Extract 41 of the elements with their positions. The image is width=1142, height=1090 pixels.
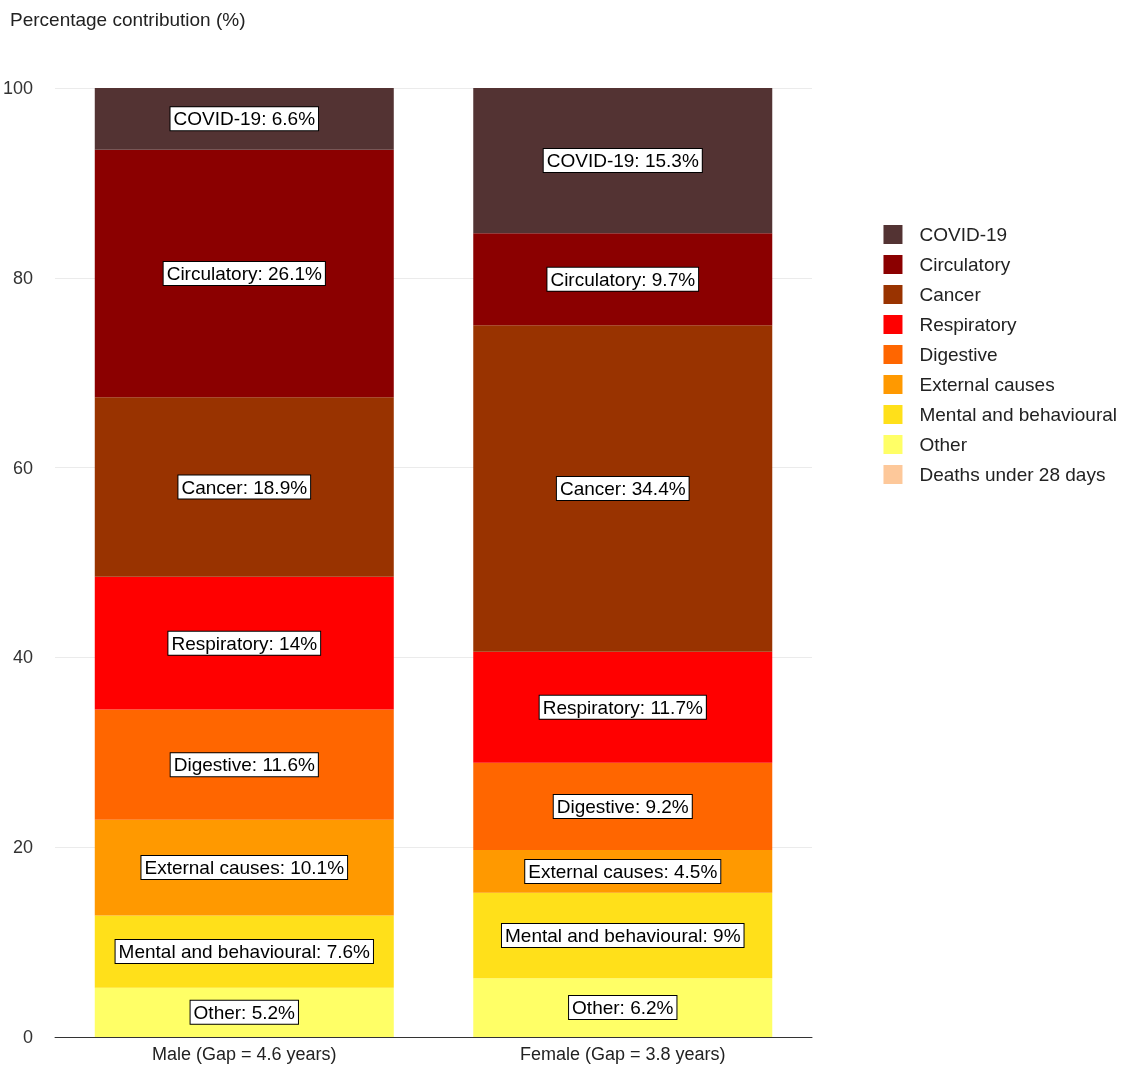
legend-label: Deaths under 28 days — [919, 464, 1106, 485]
data-label: Cancer: 34.4% — [559, 477, 686, 499]
data-label: Cancer: 18.9% — [181, 476, 308, 498]
x-tick-label: Male (Gap = 4.6 years) — [151, 1044, 337, 1064]
bar — [94, 397, 394, 577]
legend-label: Other — [919, 434, 968, 455]
data-label: Circulatory: 26.1% — [166, 263, 322, 285]
legend-label: Digestive — [919, 344, 998, 365]
legend-label: Cancer — [919, 284, 982, 305]
data-label: External causes: 10.1% — [144, 857, 345, 879]
bar — [94, 149, 394, 398]
legend-label: Mental and behavioural — [919, 404, 1118, 425]
data-label: Respiratory: 11.7% — [542, 696, 703, 718]
data-label: Digestive: 9.2% — [556, 795, 689, 817]
data-label: COVID-19: 15.3% — [546, 150, 699, 172]
bar — [473, 88, 773, 234]
y-tick-label: 80 — [13, 267, 34, 288]
bar — [473, 651, 773, 763]
y-tick-label: 20 — [13, 837, 34, 858]
y-tick-label: 60 — [13, 457, 34, 478]
legend-label: Respiratory — [919, 314, 1018, 335]
data-label: Mental and behavioural: 7.6% — [118, 941, 371, 963]
legend-label: Circulatory — [919, 254, 1011, 275]
data-label: External causes: 4.5% — [528, 860, 718, 882]
legend-label: COVID-19 — [919, 224, 1008, 245]
data-label: Digestive: 11.6% — [173, 754, 315, 776]
data-label: Circulatory: 9.7% — [550, 268, 696, 290]
bar — [94, 576, 394, 710]
y-tick-label: 0 — [23, 1027, 34, 1047]
data-label: Mental and behavioural: 9% — [504, 924, 741, 946]
data-label: Other: 5.2% — [193, 1001, 296, 1023]
legend-label: External causes — [919, 374, 1055, 395]
y-axis-title: Percentage contribution (%) — [10, 9, 246, 30]
bar — [473, 325, 773, 652]
data-label: COVID-19: 6.6% — [173, 108, 316, 130]
data-label: Other: 6.2% — [572, 997, 674, 1019]
y-tick-label: 40 — [13, 647, 34, 668]
data-label: Respiratory: 14% — [171, 632, 318, 654]
bar — [94, 709, 394, 820]
y-tick-label: 100 — [2, 78, 34, 98]
x-tick-label: Female (Gap = 3.8 years) — [519, 1044, 726, 1064]
